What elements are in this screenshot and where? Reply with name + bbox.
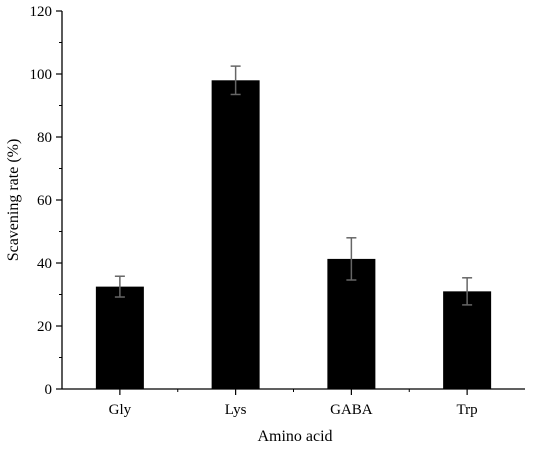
bar-lys bbox=[211, 80, 260, 390]
y-axis-title: Scavening rate (%) bbox=[5, 139, 22, 262]
y-tick-label: 80 bbox=[37, 130, 52, 146]
bar-trp bbox=[443, 291, 492, 389]
x-tick-label: Gly bbox=[109, 402, 132, 418]
x-axis-title: Amino acid bbox=[257, 428, 332, 445]
x-tick-label: Lys bbox=[225, 402, 247, 418]
bar-gly bbox=[95, 286, 144, 389]
y-tick-label: 0 bbox=[45, 382, 53, 398]
bars bbox=[95, 80, 492, 390]
x-tick-label: Trp bbox=[457, 402, 478, 418]
y-tick-label: 40 bbox=[37, 256, 52, 272]
tick-labels: 0 20 40 60 80 100 120 Gly Lys GABA Trp bbox=[30, 4, 478, 418]
y-tick-label: 120 bbox=[30, 4, 53, 20]
error-bars bbox=[114, 65, 473, 306]
x-tick-label: GABA bbox=[330, 402, 373, 418]
y-tick-label: 20 bbox=[37, 319, 52, 335]
y-tick-label: 100 bbox=[30, 67, 53, 83]
y-tick-label: 60 bbox=[37, 193, 52, 209]
